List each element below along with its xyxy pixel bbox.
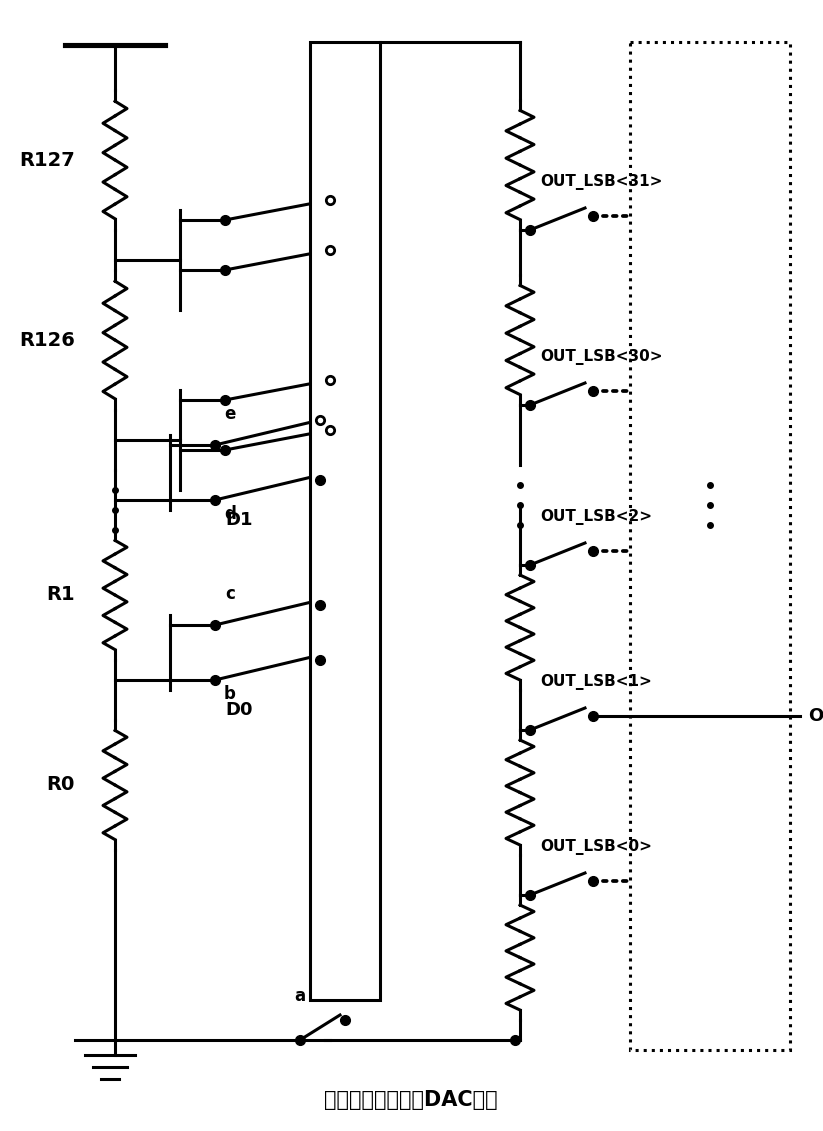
Bar	[310, 42, 380, 1000]
Text: R127: R127	[19, 150, 75, 170]
Text: a: a	[295, 987, 305, 1005]
Text: R0: R0	[47, 776, 75, 794]
Text: OUT_LSB<0>: OUT_LSB<0>	[540, 839, 652, 855]
Text: b: b	[224, 685, 236, 703]
Text: 传统的电阻分段型DAC结构: 传统的电阻分段型DAC结构	[324, 1090, 498, 1110]
Text: OUT_LSB<2>: OUT_LSB<2>	[540, 509, 652, 525]
Text: OUT: OUT	[808, 707, 823, 725]
Text: OUT_LSB<30>: OUT_LSB<30>	[540, 349, 663, 365]
Text: R126: R126	[19, 330, 75, 349]
Text: d: d	[224, 506, 236, 523]
Bar	[630, 42, 790, 1050]
Text: D0: D0	[225, 701, 253, 719]
Text: e: e	[225, 405, 235, 423]
Text: D1: D1	[225, 511, 253, 529]
Text: OUT_LSB<31>: OUT_LSB<31>	[540, 174, 663, 190]
Text: R1: R1	[46, 586, 75, 604]
Text: OUT_LSB<1>: OUT_LSB<1>	[540, 674, 652, 690]
Text: c: c	[225, 585, 235, 603]
